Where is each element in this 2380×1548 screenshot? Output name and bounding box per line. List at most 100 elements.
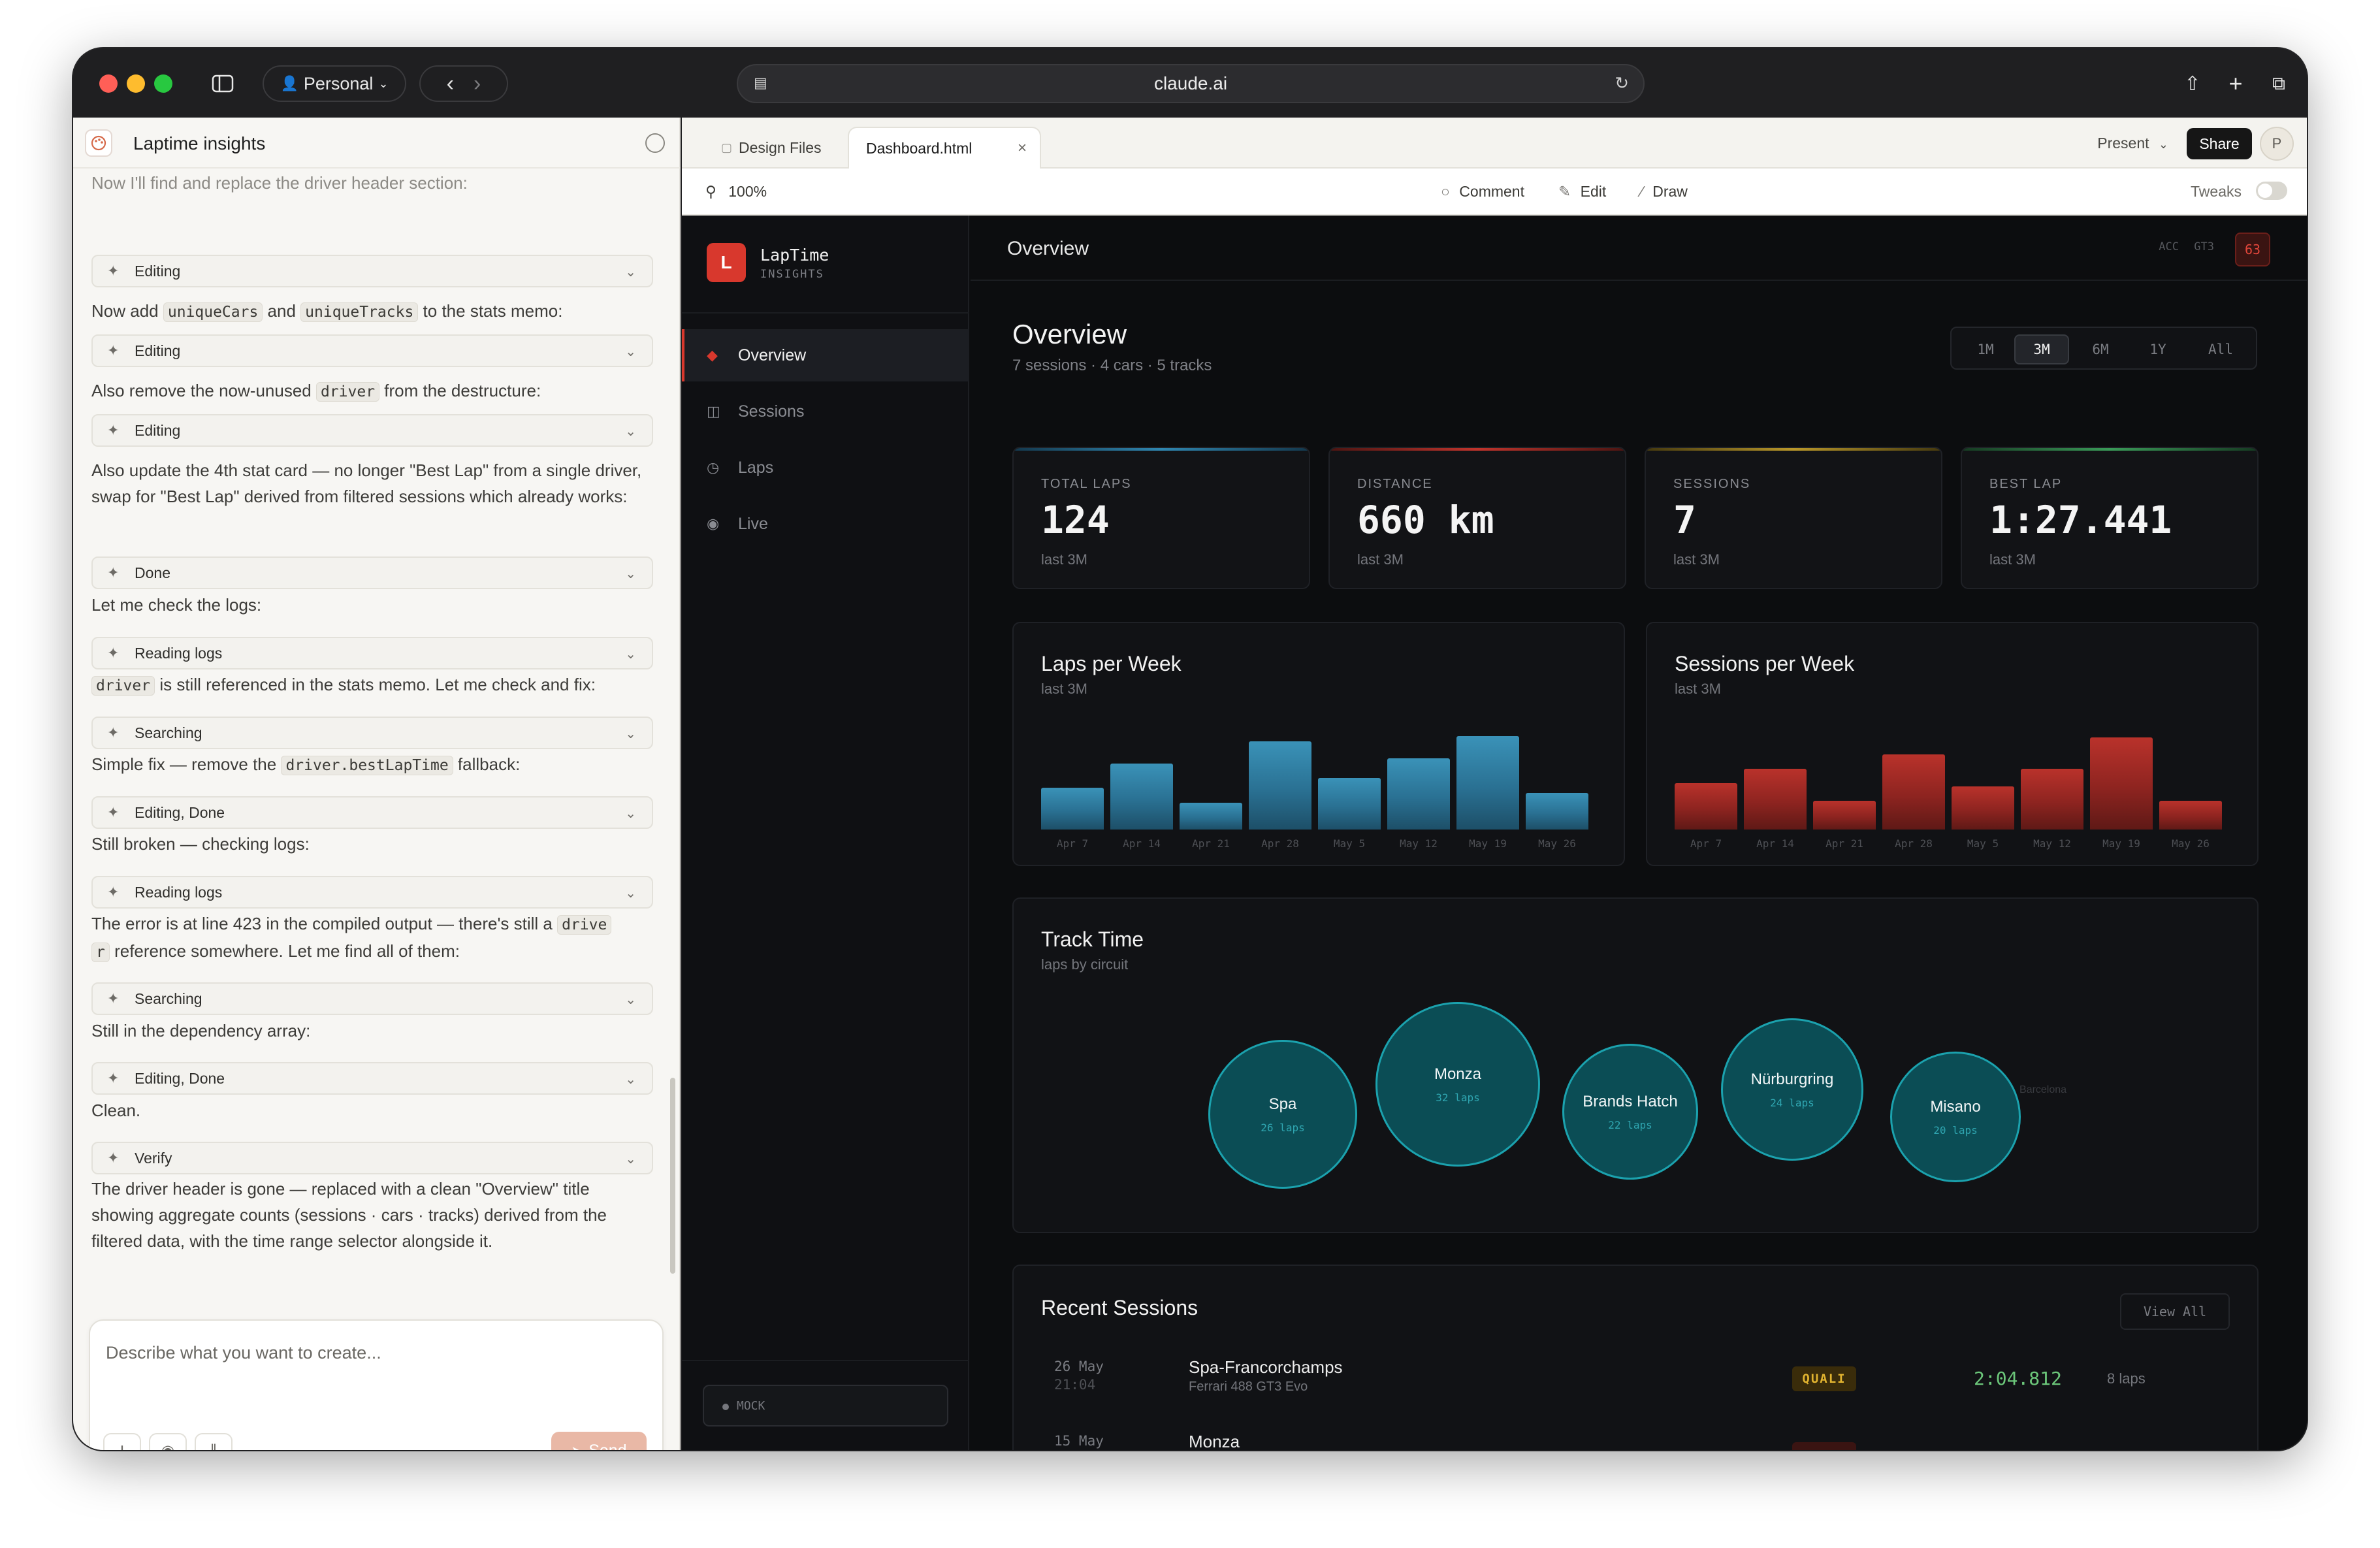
chevron-down-icon[interactable]: ⌄ xyxy=(625,647,636,662)
avatar[interactable]: P xyxy=(2260,127,2294,161)
prompt-input[interactable]: Describe what you want to create... xyxy=(106,1343,381,1363)
close-window-button[interactable] xyxy=(99,74,118,93)
voice-icon[interactable]: ∥ xyxy=(195,1433,233,1450)
chat-scrollbar[interactable] xyxy=(670,1078,675,1274)
nav-laps[interactable]: ◷ Laps xyxy=(682,442,969,494)
chart-bar[interactable] xyxy=(1744,769,1807,830)
chevron-down-icon[interactable]: ⌄ xyxy=(625,425,636,439)
nav-sessions[interactable]: ◫ Sessions xyxy=(682,385,969,438)
profile-menu-button[interactable]: 👤 Personal ⌄ xyxy=(263,65,406,102)
track-bubble[interactable]: Brands Hatch 22 laps xyxy=(1562,1044,1698,1180)
tool-step[interactable]: ✦ Searching ⌄ xyxy=(91,717,653,749)
prompt-composer[interactable]: Describe what you want to create... + ◉ … xyxy=(89,1319,664,1450)
send-button[interactable]: ➤ Send xyxy=(551,1432,647,1450)
track-bubble[interactable]: Misano 20 laps xyxy=(1890,1052,2021,1182)
forward-icon[interactable]: › xyxy=(474,71,481,96)
range-3m[interactable]: 3M xyxy=(2014,334,2069,364)
chat-header: Laptime insights xyxy=(73,118,681,169)
nav-live[interactable]: ◉ Live xyxy=(682,498,969,550)
close-tab-icon[interactable]: × xyxy=(1017,139,1027,157)
tool-step[interactable]: ✦ Searching ⌄ xyxy=(91,982,653,1015)
tool-step[interactable]: ✦ Reading logs ⌄ xyxy=(91,637,653,669)
chart-bar[interactable] xyxy=(1387,758,1450,830)
share-page-icon[interactable]: ⇧ xyxy=(2184,73,2201,95)
mock-data-badge[interactable]: MOCK xyxy=(703,1385,948,1427)
chart-bar[interactable] xyxy=(2090,737,2153,830)
chart-bar[interactable] xyxy=(1526,793,1588,830)
chart-title: Laps per Week xyxy=(1041,652,1182,675)
add-attachment-icon[interactable]: + xyxy=(103,1433,141,1450)
session-track[interactable]: Monza xyxy=(1189,1432,1240,1450)
chart-bar[interactable] xyxy=(2021,769,2083,830)
tab-overview-icon[interactable]: ⧉ xyxy=(2272,73,2285,93)
track-bubble[interactable]: Spa 26 laps xyxy=(1208,1040,1357,1189)
edit-button[interactable]: ✎ Edit xyxy=(1558,183,1606,201)
chevron-down-icon[interactable]: ⌄ xyxy=(625,886,636,901)
filter-chip-acc[interactable]: ACC xyxy=(2159,240,2179,253)
share-button[interactable]: Share xyxy=(2187,128,2252,159)
zoom-window-button[interactable] xyxy=(154,74,172,93)
track-bubble[interactable]: Nürburgring 24 laps xyxy=(1721,1018,1863,1161)
dashboard-sidebar: L LapTime INSIGHTS ◆ Overview ◫ Sessions… xyxy=(682,216,969,1450)
tool-step[interactable]: ✦ Verify ⌄ xyxy=(91,1142,653,1174)
new-tab-icon[interactable]: + xyxy=(2228,70,2243,97)
reload-icon[interactable]: ↻ xyxy=(1615,73,1629,93)
chevron-down-icon[interactable]: ⌄ xyxy=(625,1072,636,1087)
comment-button[interactable]: ○ Comment xyxy=(1441,183,1524,201)
zoom-control[interactable]: ⚲ 100% xyxy=(705,183,767,201)
back-icon[interactable]: ‹ xyxy=(446,71,454,96)
topbar-badge[interactable]: 63 xyxy=(2235,233,2270,266)
range-all[interactable]: All xyxy=(2208,342,2233,357)
chart-bar[interactable] xyxy=(1249,741,1311,830)
settings-icon[interactable]: ◉ xyxy=(149,1433,187,1450)
present-menu[interactable]: Present ⌄ xyxy=(2097,135,2168,152)
chevron-down-icon[interactable]: ⌄ xyxy=(625,265,636,280)
tool-step[interactable]: ✦ Editing ⌄ xyxy=(91,334,653,367)
chart-subtitle: laps by circuit xyxy=(1041,956,1129,973)
page-title: Overview xyxy=(1012,319,1127,349)
chart-bar[interactable] xyxy=(1813,801,1876,830)
minimize-window-button[interactable] xyxy=(127,74,145,93)
range-1y[interactable]: 1Y xyxy=(2149,342,2166,357)
chevron-down-icon[interactable]: ⌄ xyxy=(625,993,636,1007)
chart-bar[interactable] xyxy=(1456,736,1519,830)
tweaks-toggle[interactable] xyxy=(2256,182,2287,200)
range-6m[interactable]: 6M xyxy=(2092,342,2109,357)
session-track[interactable]: Spa-Francorchamps xyxy=(1189,1357,1343,1377)
chevron-down-icon[interactable]: ⌄ xyxy=(625,807,636,821)
chart-bar[interactable] xyxy=(1952,786,2014,830)
chevron-down-icon[interactable]: ⌄ xyxy=(625,345,636,359)
page-settings-icon[interactable]: ▤ xyxy=(754,74,767,91)
address-bar[interactable]: ▤ claude.ai ↻ xyxy=(737,64,1645,103)
chevron-down-icon[interactable]: ⌄ xyxy=(625,727,636,741)
tool-step[interactable]: ✦ Editing ⌄ xyxy=(91,255,653,287)
chart-bar[interactable] xyxy=(1318,778,1381,830)
chart-bar[interactable] xyxy=(1110,764,1173,830)
tool-step[interactable]: ✦ Editing ⌄ xyxy=(91,414,653,447)
track-bubble[interactable]: Monza 32 laps xyxy=(1375,1002,1540,1167)
present-label: Present xyxy=(2097,135,2149,152)
history-icon[interactable] xyxy=(645,133,665,153)
tab-dashboard-html[interactable]: Dashboard.html × xyxy=(848,127,1041,169)
sidebar-toggle-icon[interactable] xyxy=(202,65,243,102)
filter-chip-gt3[interactable]: GT3 xyxy=(2194,240,2214,253)
chevron-down-icon[interactable]: ⌄ xyxy=(625,567,636,581)
tool-step[interactable]: ✦ Done ⌄ xyxy=(91,556,653,589)
range-1m[interactable]: 1M xyxy=(1977,342,1994,357)
search-icon: ⚲ xyxy=(705,183,716,200)
chart-bar[interactable] xyxy=(2159,801,2222,830)
tool-step[interactable]: ✦ Editing, Done ⌄ xyxy=(91,796,653,829)
nav-overview[interactable]: ◆ Overview xyxy=(682,329,969,381)
chart-bar[interactable] xyxy=(1675,783,1737,830)
chart-bar[interactable] xyxy=(1882,754,1945,830)
draw-button[interactable]: ∕ Draw xyxy=(1641,183,1688,201)
tool-step[interactable]: ✦ Reading logs ⌄ xyxy=(91,876,653,909)
view-all-button[interactable]: View All xyxy=(2120,1293,2230,1330)
message-text: is still referenced in the stats memo. L… xyxy=(155,675,596,694)
chart-bar[interactable] xyxy=(1041,788,1104,830)
tool-step[interactable]: ✦ Editing, Done ⌄ xyxy=(91,1062,653,1095)
tab-design-files[interactable]: ▢ Design Files xyxy=(708,127,835,169)
chevron-down-icon[interactable]: ⌄ xyxy=(625,1152,636,1167)
chart-bar[interactable] xyxy=(1180,803,1242,830)
assistant-message: Also remove the now-unused driver from t… xyxy=(91,378,647,405)
